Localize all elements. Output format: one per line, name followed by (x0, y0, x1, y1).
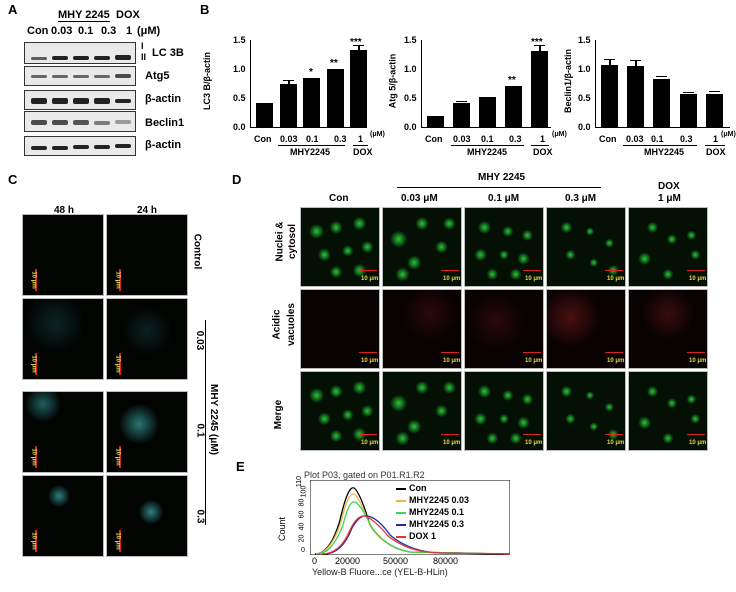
blot-actin-2-label: β-actin (145, 139, 182, 151)
panel-c-group-line (205, 320, 206, 525)
panel-a-unit: (μM) (137, 25, 161, 37)
d-img-merge-con: 10 μm (300, 371, 380, 451)
blot-atg5-label: Atg5 (145, 70, 170, 82)
chart-lc3b-group-mhy: MHY2245 (290, 147, 331, 157)
c-img-control-24h: 10 μm (106, 214, 188, 296)
panel-a-dox-label: DOX (116, 9, 140, 21)
blot-beclin1 (24, 111, 136, 132)
panel-d-row-acidic: Acidic (271, 309, 283, 340)
panel-d-col-03: 0.3 μM (565, 193, 597, 204)
d-img-acidic-con: 10 μm (300, 289, 380, 369)
c-img-03-24h: 10 μm (106, 475, 188, 557)
chart-beclin1-unit: (μM) (721, 131, 736, 138)
chart-lc3b-unit: (μM) (370, 131, 385, 138)
chart-flow-legend: Con MHY2245 0.03 MHY2245 0.1 MHY2245 0.3… (396, 482, 469, 542)
blot-actin-2 (24, 136, 136, 156)
chart-beclin1: Beclin1/β-actin 1.5 1.0 0.5 0.0 Con 0.03… (560, 30, 730, 160)
blot-lc3b (24, 42, 136, 64)
d-img-nuclei-01: 10 μm (464, 207, 544, 287)
panel-a-label: A (8, 2, 18, 17)
panel-c-col-24h: 24 h (137, 205, 158, 216)
chart-flow-ylabel: Count (277, 516, 288, 542)
chart-atg5: Atg 5/β-actin 1.5 1.0 0.5 0.0 ** *** Con… (387, 35, 553, 157)
d-img-acidic-03: 10 μm (546, 289, 626, 369)
panel-c-row-control: Control (191, 233, 203, 270)
chart-lc3b: LC3 B/β-actin 1.5 1.0 0.5 0.0 * ** *** C… (202, 35, 373, 157)
c-img-control-48h: 10 μm (22, 214, 104, 296)
c-img-03-48h: 10 μm (22, 475, 104, 557)
d-img-merge-003: 10 μm (382, 371, 462, 451)
d-img-merge-dox: 10 μm (628, 371, 708, 451)
panel-d-col-dox: DOX (658, 181, 680, 192)
panel-d-label: D (232, 172, 242, 187)
panel-d-row-cytosol: cytosol (287, 223, 299, 260)
c-img-01-48h: 10 μm (22, 391, 104, 473)
blot-actin-1 (24, 90, 136, 110)
panel-d-group-line (397, 187, 601, 188)
chart-flow: Plot P03, gated on P01.R1.R2 Count 110 1… (277, 468, 520, 592)
blot-actin-1-label: β-actin (145, 93, 182, 105)
panel-c-col-48h: 48 h (54, 205, 75, 216)
panel-b-label: B (200, 2, 210, 17)
d-img-nuclei-003: 10 μm (382, 207, 462, 287)
chart-beclin1-ylabel: Beclin1/β-actin (563, 48, 574, 114)
panel-e-label: E (236, 459, 245, 474)
chart-atg5-ylabel: Atg 5/β-actin (387, 53, 398, 109)
panel-c-row-003: 0.03 (194, 330, 206, 351)
panel-a-group-label: MHY 2245 (58, 9, 110, 22)
panel-d-row-nuclei: Nuclei & (274, 221, 286, 262)
panel-a-lane-01: 0.1 (78, 25, 94, 37)
blot-atg5 (24, 66, 136, 86)
d-img-nuclei-03: 10 μm (546, 207, 626, 287)
c-img-003-24h: 10 μm (106, 298, 188, 380)
d-img-nuclei-dox: 10 μm (628, 207, 708, 287)
panel-c-row-03: 0.3 (194, 509, 206, 524)
panel-c-group-label: MHY 2245 (μM) (207, 384, 219, 455)
chart-lc3b-group-dox: DOX (353, 147, 373, 157)
panel-d-col-dox-conc: 1 μM (658, 193, 681, 204)
d-img-acidic-003: 10 μm (382, 289, 462, 369)
chart-lc3b-ylabel: LC3 B/β-actin (202, 52, 212, 110)
blot-lc3b-label: LC 3B (152, 47, 184, 59)
c-img-003-48h: 10 μm (22, 298, 104, 380)
chart-atg5-unit: (μM) (552, 131, 567, 138)
c-img-01-24h: 10 μm (106, 391, 188, 473)
panel-d-row-vacuoles: vacuoles (285, 303, 297, 346)
panel-c-row-01: 0.1 (194, 423, 206, 438)
panel-d-row-merge: Merge (273, 399, 285, 430)
chart-flow-title: Plot P03, gated on P01.R1.R2 (304, 470, 425, 480)
panel-a-lane-003: 0.03 (51, 25, 73, 37)
blot-lc3b-mark-ii: II (141, 52, 147, 62)
panel-d-group-label: MHY 2245 (478, 172, 526, 183)
panel-d-col-01: 0.1 μM (488, 193, 520, 204)
d-img-acidic-dox: 10 μm (628, 289, 708, 369)
panel-a-lane-1: 1 (126, 25, 133, 37)
panel-c-label: C (8, 172, 18, 187)
d-img-acidic-01: 10 μm (464, 289, 544, 369)
panel-d-col-003: 0.03 μM (401, 193, 438, 204)
panel-a-lane-con: Con (27, 25, 49, 37)
panel-d-col-con: Con (329, 193, 349, 204)
chart-flow-xlabel: Yellow-B Fluore...ce (YEL-B-HLin) (312, 567, 448, 577)
blot-lc3b-mark-i: I (141, 41, 144, 51)
d-img-merge-01: 10 μm (464, 371, 544, 451)
blot-beclin1-label: Beclin1 (145, 117, 185, 129)
d-img-merge-03: 10 μm (546, 371, 626, 451)
d-img-nuclei-con: 10 μm (300, 207, 380, 287)
panel-a-lane-03: 0.3 (101, 25, 117, 37)
